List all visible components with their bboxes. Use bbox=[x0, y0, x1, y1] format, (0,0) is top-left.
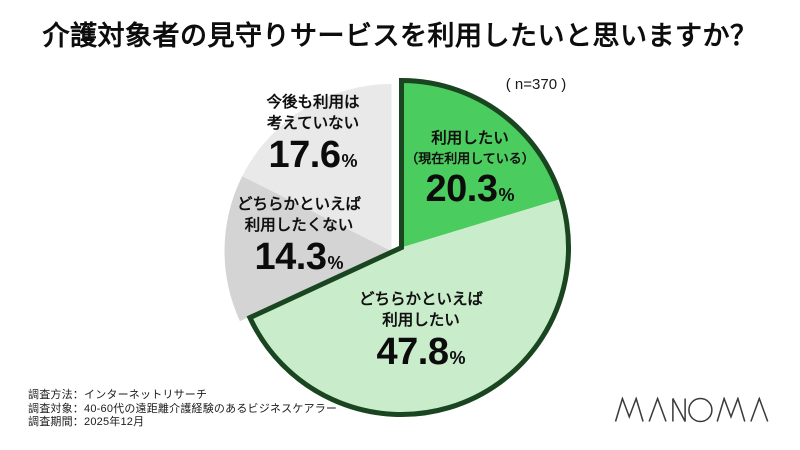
segment-percent: 17.6% bbox=[266, 134, 359, 177]
segment-label-no-plan-to-use: 今後も利用は 考えていない 17.6% bbox=[266, 92, 359, 177]
percent-unit: % bbox=[498, 185, 515, 205]
manoma-logo: MANOMA bbox=[612, 396, 772, 428]
segment-label-line: どちらかといえば bbox=[236, 196, 362, 213]
percent-value: 17.6 bbox=[268, 134, 341, 176]
manoma-logo-mark bbox=[614, 396, 769, 423]
pie-segment-3 bbox=[242, 84, 392, 251]
segment-label-line: 考えていない bbox=[266, 115, 360, 132]
chart-title: 介護対象者の見守りサービスを利用したいと思いますか？ bbox=[42, 21, 758, 51]
segment-label-rather-use: どちらかといえば 利用したい 47.8% bbox=[359, 289, 483, 374]
pie-segment-0 bbox=[401, 80, 562, 248]
percent-unit: % bbox=[449, 348, 466, 368]
survey-method: 調査方法：インターネットリサーチ bbox=[28, 389, 208, 401]
percent-unit: % bbox=[341, 151, 358, 171]
pie-green-group-outline bbox=[246, 77, 571, 417]
percent-value: 14.3 bbox=[254, 236, 327, 278]
segment-label-want-to-use: 利用したい （現在利用している） 20.3% bbox=[405, 128, 535, 211]
pie-segment-1 bbox=[249, 198, 569, 415]
segment-label-rather-not-use: どちらかといえば 利用したくない 14.3% bbox=[237, 194, 361, 279]
segment-label-line: 今後も利用は bbox=[266, 94, 360, 111]
segment-label-line: どちらかといえば bbox=[358, 291, 484, 308]
sample-size-label: ( n=370 ) bbox=[505, 76, 567, 93]
segment-percent: 20.3% bbox=[405, 168, 535, 211]
segment-label-line: 利用したい bbox=[382, 312, 460, 329]
percent-unit: % bbox=[327, 253, 344, 273]
pie-segment-2 bbox=[224, 176, 392, 322]
survey-methodology-notes: 調査方法：インターネットリサーチ 調査対象：40-60代の遠距離介護経験のあるビ… bbox=[28, 389, 337, 430]
survey-target: 調査対象：40-60代の遠距離介護経験のあるビジネスケアラー bbox=[28, 402, 338, 415]
segment-label-line: 利用したい bbox=[431, 130, 509, 147]
segment-label-line: 利用したくない bbox=[244, 217, 354, 234]
segment-percent: 47.8% bbox=[359, 331, 483, 374]
segment-percent: 14.3% bbox=[237, 236, 361, 279]
percent-value: 20.3 bbox=[425, 168, 498, 210]
segment-label-line: （現在利用している） bbox=[405, 151, 535, 166]
survey-period: 調査期間：2025年12月 bbox=[28, 416, 145, 428]
percent-value: 47.8 bbox=[376, 331, 449, 373]
